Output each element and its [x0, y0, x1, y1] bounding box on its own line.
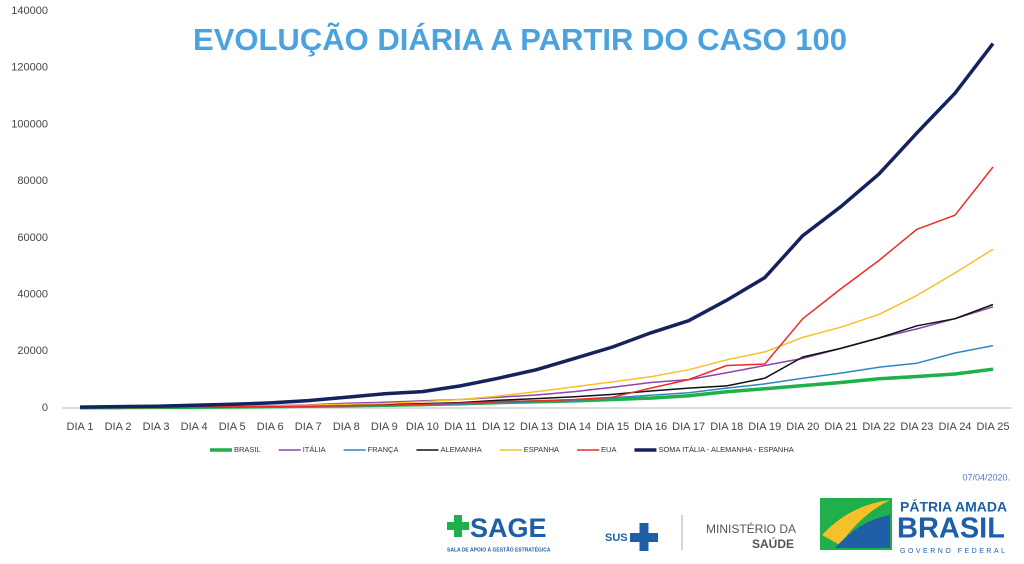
legend-label: EUA	[601, 445, 616, 454]
y-tick-label: 100000	[11, 118, 48, 130]
x-tick-label: DIA 6	[257, 421, 284, 433]
flag-stripe	[835, 515, 890, 548]
y-tick-label: 60000	[17, 232, 48, 244]
legend-label: ITÁLIA	[303, 445, 326, 454]
x-tick-label: DIA 24	[938, 421, 971, 433]
series-line	[79, 248, 994, 409]
y-tick-label: 140000	[11, 5, 48, 17]
y-tick-label: 120000	[11, 62, 48, 74]
sus-cross	[639, 523, 649, 551]
x-tick-label: DIA 10	[406, 421, 439, 433]
ministerio: MINISTÉRIO DA	[706, 521, 796, 536]
x-tick-label: DIA 2	[105, 421, 132, 433]
date: 07/04/2020.	[962, 472, 1010, 482]
gov-logo: PÁTRIA AMADA BRASIL GOVERNO FEDERAL	[820, 498, 1008, 555]
chart-title: EVOLUÇÃO DIÁRIA A PARTIR DO CASO 100	[193, 22, 847, 57]
x-tick-label: DIA 22	[862, 421, 895, 433]
series-line	[79, 166, 994, 409]
legend-label: BRASIL	[234, 445, 261, 454]
sage-logo: SAGE SALA DE APOIO À GESTÃO ESTRATÉGICA	[447, 513, 551, 553]
x-tick-label: DIA 14	[558, 421, 591, 433]
x-tick-label: DIA 15	[596, 421, 629, 433]
sage-text: SAGE	[470, 513, 547, 543]
x-tick-label: DIA 11	[444, 421, 476, 433]
patria: PÁTRIA AMADA	[900, 499, 1007, 515]
y-tick-label: 40000	[17, 288, 48, 300]
y-tick-label: 20000	[17, 345, 48, 357]
sus-logo: SUS MINISTÉRIO DA SAÚDE	[605, 515, 796, 551]
logo-cross	[454, 515, 462, 537]
series-line	[79, 42, 995, 409]
x-tick-label: DIA 21	[824, 421, 857, 433]
x-tick-label: DIA 9	[371, 421, 398, 433]
x-tick-label: DIA 7	[295, 421, 322, 433]
x-tick-label: DIA 4	[181, 421, 208, 433]
sus-text: SUS	[605, 532, 628, 544]
x-tick-label: DIA 19	[748, 421, 781, 433]
x-tick-label: DIA 18	[710, 421, 743, 433]
governo: GOVERNO FEDERAL	[900, 548, 1008, 555]
x-tick-label: DIA 16	[634, 421, 667, 433]
x-tick-label: DIA 17	[672, 421, 705, 433]
x-tick-label: DIA 13	[520, 421, 553, 433]
x-tick-label: DIA 8	[333, 421, 360, 433]
x-tick-label: DIA 25	[976, 421, 1009, 433]
x-tick-label: DIA 23	[900, 421, 933, 433]
legend-label: SOMA ITÁLIA - ALEMANHA - ESPANHA	[658, 445, 793, 454]
brasil: BRASIL	[897, 513, 1005, 545]
legend-label: ALEMANHA	[440, 445, 481, 454]
x-tick-label: DIA 3	[143, 421, 170, 433]
legend-label: ESPANHA	[524, 445, 559, 454]
saude: SAÚDE	[752, 536, 794, 551]
legend-label: FRANÇA	[368, 445, 399, 454]
x-tick-label: DIA 12	[482, 421, 515, 433]
x-tick-label: DIA 1	[67, 421, 94, 433]
y-tick-label: 0	[42, 402, 48, 414]
x-tick-label: DIA 20	[786, 421, 819, 433]
y-tick-label: 80000	[17, 175, 48, 187]
x-tick-label: DIA 5	[219, 421, 246, 433]
flag-stripe	[822, 500, 890, 545]
sage-sub: SALA DE APOIO À GESTÃO ESTRATÉGICA	[447, 545, 551, 553]
